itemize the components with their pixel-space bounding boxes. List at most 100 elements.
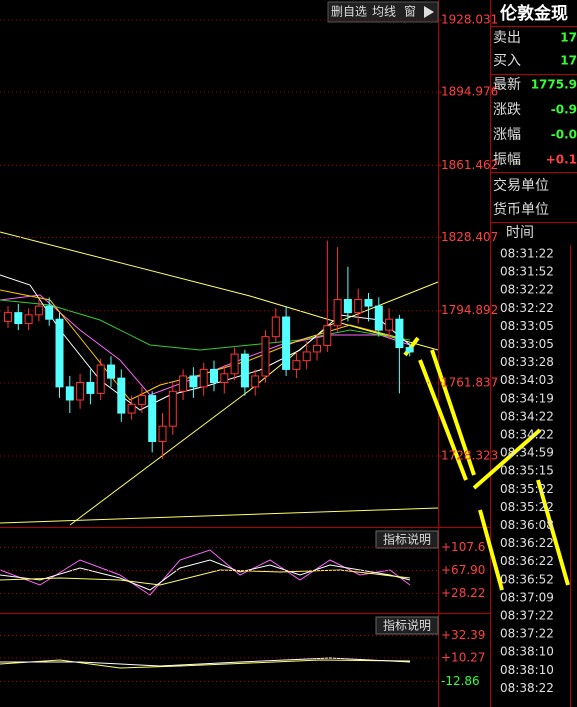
candle-body bbox=[65, 386, 74, 401]
quote-label: 振幅 bbox=[493, 152, 521, 168]
y-tick-label: -12.86 bbox=[441, 674, 480, 688]
candle-body bbox=[117, 377, 126, 414]
candle-body bbox=[189, 375, 198, 388]
candle-body bbox=[240, 353, 249, 388]
candle-body bbox=[405, 347, 414, 353]
quote-label: 涨幅 bbox=[493, 127, 521, 143]
candle-body bbox=[395, 318, 404, 349]
indicator-button-label[interactable]: 指标说明 bbox=[383, 618, 431, 633]
time-header: 时间 bbox=[506, 225, 534, 241]
y-tick-label: 1828.407 bbox=[441, 230, 498, 244]
candle-body bbox=[24, 314, 33, 325]
candle-body bbox=[34, 305, 43, 316]
candle-body bbox=[210, 368, 218, 384]
arrow bbox=[536, 479, 570, 586]
indicator-line bbox=[0, 559, 411, 591]
candle-body bbox=[55, 318, 64, 388]
candle-body bbox=[76, 382, 85, 401]
candle-body bbox=[4, 312, 12, 322]
candle-body bbox=[86, 382, 95, 394]
quote-label: 涨跌 bbox=[493, 102, 521, 118]
y-tick-label: 1928.031 bbox=[441, 12, 498, 26]
indicator-button bbox=[375, 616, 439, 635]
ma-line bbox=[0, 274, 411, 411]
time-row: 08:33:05 bbox=[500, 337, 554, 351]
quote-label: 货币单位 bbox=[493, 201, 549, 218]
candle-body bbox=[333, 299, 342, 327]
candle-body bbox=[45, 305, 54, 320]
candle-body bbox=[220, 373, 229, 384]
candle-body bbox=[179, 375, 188, 392]
toolbar-button[interactable]: 窗 bbox=[404, 5, 416, 19]
arrow bbox=[403, 336, 420, 357]
toolbar-button[interactable]: 均线 bbox=[372, 5, 396, 19]
candle-body bbox=[343, 299, 352, 314]
candle-body bbox=[107, 364, 115, 379]
candle-body bbox=[96, 364, 105, 394]
indicator-line bbox=[0, 657, 411, 667]
indicator-line bbox=[0, 569, 411, 586]
quote-value: -0.0 bbox=[551, 128, 577, 142]
time-row: 08:34:22 bbox=[500, 428, 554, 442]
trend-line bbox=[0, 507, 439, 524]
candle-body bbox=[323, 325, 332, 346]
quote-value: +0.1 bbox=[546, 153, 577, 167]
time-row: 08:34:59 bbox=[500, 446, 554, 460]
arrow bbox=[478, 509, 504, 591]
time-row: 08:34:03 bbox=[500, 373, 554, 387]
y-tick-label: +32.39 bbox=[441, 628, 485, 642]
candle-body bbox=[251, 375, 260, 388]
quote-label: 卖出 bbox=[493, 30, 521, 46]
quote-value: 17 bbox=[560, 31, 577, 45]
arrows bbox=[403, 336, 570, 591]
quote-label: 交易单位 bbox=[493, 177, 549, 194]
time-row: 08:31:52 bbox=[500, 265, 554, 279]
candle-body bbox=[137, 395, 146, 405]
time-row: 08:36:08 bbox=[500, 518, 554, 532]
time-row: 08:32:22 bbox=[500, 283, 554, 297]
y-tick-label: +107.6 bbox=[441, 540, 485, 554]
toolbar-button[interactable]: 删自选 bbox=[331, 5, 367, 19]
candle-body bbox=[199, 368, 208, 388]
candle-body bbox=[168, 390, 177, 427]
candle-body bbox=[354, 299, 363, 314]
arrow bbox=[418, 359, 468, 481]
toolbar-arrow[interactable] bbox=[424, 6, 434, 18]
time-row: 08:37:22 bbox=[500, 627, 554, 641]
time-row: 08:37:22 bbox=[500, 609, 554, 623]
candle-body bbox=[127, 403, 136, 414]
y-tick-label: 1761.837 bbox=[441, 375, 498, 389]
time-row: 08:38:10 bbox=[500, 645, 554, 659]
time-row: 08:35:15 bbox=[500, 464, 554, 478]
y-tick-label: 1894.976 bbox=[441, 85, 498, 99]
time-row: 08:34:19 bbox=[500, 391, 554, 405]
y-tick-label: 1728.323 bbox=[441, 449, 498, 463]
candle-body bbox=[158, 425, 167, 442]
ma-line bbox=[0, 299, 411, 351]
y-tick-label: +67.90 bbox=[441, 563, 485, 577]
trend-line bbox=[0, 231, 439, 351]
overlays bbox=[0, 231, 439, 669]
indicator-button-label[interactable]: 指标说明 bbox=[383, 532, 431, 547]
time-row: 08:31:22 bbox=[500, 247, 554, 261]
quote-title: 伦敦金现 bbox=[500, 3, 568, 24]
y-tick-label: +10.27 bbox=[441, 650, 485, 664]
arrow bbox=[472, 428, 542, 490]
indicator-line bbox=[0, 659, 411, 669]
indicator-line bbox=[0, 549, 411, 596]
indicator-button bbox=[375, 530, 439, 549]
candle-body bbox=[230, 353, 239, 375]
candle-body bbox=[148, 395, 157, 442]
time-row: 08:38:10 bbox=[500, 663, 554, 677]
time-row: 08:36:52 bbox=[500, 572, 554, 586]
time-row: 08:33:28 bbox=[500, 355, 554, 369]
quote-value: 1775.9 bbox=[531, 78, 577, 92]
y-tick-label: 1794.892 bbox=[441, 303, 498, 317]
candle-body bbox=[261, 336, 270, 377]
quote-value: -0.9 bbox=[551, 103, 577, 117]
toolbar bbox=[327, 1, 439, 23]
candle-body bbox=[302, 351, 311, 362]
candle-body bbox=[292, 360, 301, 370]
candle-body bbox=[385, 318, 394, 331]
time-row: 08:36:22 bbox=[500, 536, 554, 550]
